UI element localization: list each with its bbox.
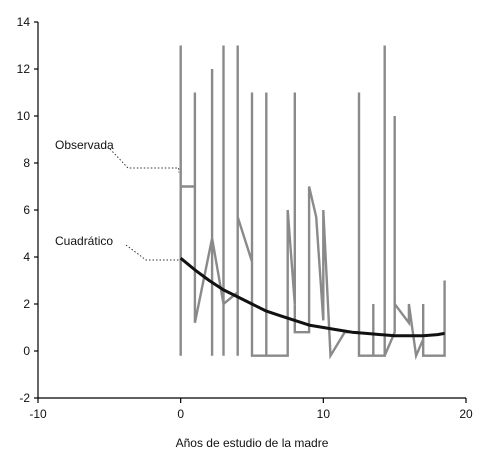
y-tick-label: 0 (23, 344, 30, 358)
y-tick-label: 14 (17, 15, 31, 29)
chart-ticks: -2 0 2 4 6 8 10 12 14 -10 0 10 20 (17, 15, 473, 421)
y-tick-label: 12 (17, 62, 31, 76)
y-tick-label: 8 (23, 156, 30, 170)
y-tick-label: 10 (17, 109, 31, 123)
y-tick-label: 2 (23, 297, 30, 311)
quadratic-series-line (179, 257, 445, 338)
x-tick-label: 0 (177, 407, 184, 421)
series-annotation-label: Cuadrático (55, 234, 113, 248)
annotation-leader-line (125, 244, 180, 261)
chart-series (179, 45, 446, 361)
y-tick-label: 4 (23, 250, 30, 264)
x-tick-label: -10 (29, 407, 47, 421)
x-axis-label: Años de estudio de la madre (176, 436, 329, 450)
y-tick-label: 6 (23, 203, 30, 217)
series-annotation-label: Observada (55, 138, 114, 152)
y-tick-label: -2 (19, 391, 30, 405)
chart-annotations: Observada Cuadrático (55, 138, 180, 261)
observed-series-line (179, 45, 446, 361)
x-tick-label: 10 (317, 407, 331, 421)
x-tick-label: 20 (459, 407, 473, 421)
annotation-leader-line (109, 148, 180, 173)
